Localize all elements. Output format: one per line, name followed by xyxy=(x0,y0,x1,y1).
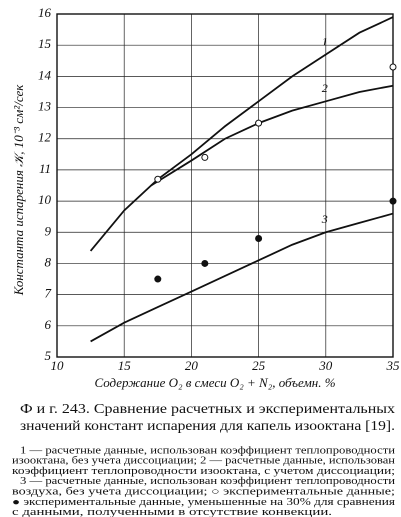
y-tick-label: 9 xyxy=(45,223,52,238)
x-tick-label: 20 xyxy=(185,358,199,373)
note-line: воздуха, без учета диссоциации; ○ экспер… xyxy=(12,486,395,497)
x-axis-label: Содержание O₂ в смеси O₂ + N₂, объемн. % xyxy=(94,375,335,390)
y-tick-label: 11 xyxy=(39,161,51,176)
filled-marker xyxy=(201,259,209,267)
x-tick-label: 30 xyxy=(318,358,333,373)
y-tick-label: 13 xyxy=(38,99,52,114)
y-tick-label: 5 xyxy=(45,348,52,363)
y-tick-label: 15 xyxy=(38,36,52,51)
y-tick-label: 16 xyxy=(38,5,52,20)
x-tick-label: 25 xyxy=(252,358,266,373)
curve-label: 2 xyxy=(322,81,328,95)
caption-line: Ф и г. 243. Сравнение расчетных и экспер… xyxy=(20,402,395,417)
curve xyxy=(89,16,394,252)
curve xyxy=(150,84,394,187)
curve-label: 3 xyxy=(321,212,328,226)
x-tick-label: 15 xyxy=(118,358,132,373)
curve xyxy=(90,212,394,343)
open-marker xyxy=(389,63,397,71)
open-marker xyxy=(154,175,162,183)
note-line: с данными, полученными в отсутствие конв… xyxy=(12,507,332,517)
y-tick-label: 8 xyxy=(45,254,52,269)
y-tick-label: 14 xyxy=(38,67,52,82)
curve-label: 1 xyxy=(322,34,328,48)
filled-marker xyxy=(255,235,263,243)
x-tick-label: 35 xyxy=(386,358,401,373)
note-line: изооктана, без учета диссоциации; 2 — ра… xyxy=(12,456,396,467)
y-axis-label: Константа испарения 𝒦, 10⁻³ см²/сек xyxy=(11,84,26,297)
y-tick-label: 7 xyxy=(45,286,52,301)
open-marker xyxy=(255,119,263,127)
y-tick-label: 10 xyxy=(38,192,52,207)
plot-frame xyxy=(56,13,394,358)
y-tick-label: 6 xyxy=(45,317,52,332)
y-tick-label: 12 xyxy=(38,130,52,145)
note-line: 1 — расчетные данные, использован коэффи… xyxy=(20,445,396,456)
open-marker xyxy=(201,153,209,161)
filled-marker xyxy=(389,197,397,205)
note-line: 3 — расчетные данные, использован коэффи… xyxy=(20,476,396,487)
note-line: коэффициент теплопроводности изооктана, … xyxy=(12,466,395,477)
x-tick-label: 10 xyxy=(51,358,65,373)
caption-line: значений констант испарения для капель и… xyxy=(20,419,395,434)
note-line: ● экспериментальные данные, уменьшенные … xyxy=(12,497,396,508)
filled-marker xyxy=(154,275,162,283)
